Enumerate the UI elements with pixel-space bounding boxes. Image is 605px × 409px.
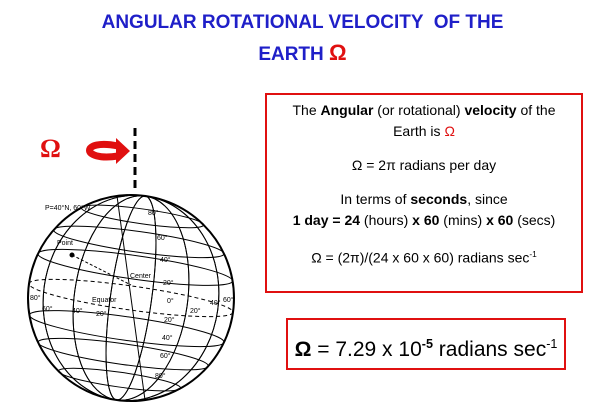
globe-label: 80° bbox=[155, 372, 166, 380]
parallel bbox=[80, 204, 205, 229]
parallel bbox=[37, 248, 234, 286]
text-segment: Earth is bbox=[393, 123, 445, 139]
text-segment: (secs) bbox=[513, 212, 556, 228]
globe-label: 20° bbox=[164, 316, 175, 324]
text-line: Ω = (2π)/(24 x 60 x 60) radians sec-1 bbox=[267, 244, 581, 266]
omega-symbol: Ω bbox=[40, 134, 61, 163]
globe-label: 40° bbox=[210, 299, 221, 307]
text-segment: of the bbox=[516, 102, 556, 118]
text-segment: Ω = 2π radians per day bbox=[351, 157, 497, 173]
globe-label: 80° bbox=[30, 294, 41, 302]
text-segment: Angular bbox=[320, 102, 374, 118]
text-segment: , since bbox=[467, 191, 508, 207]
equator bbox=[28, 278, 234, 318]
text-segment: 1 day = 24 bbox=[292, 212, 361, 228]
globe-label: 20° bbox=[163, 279, 174, 287]
text-segment: -1 bbox=[529, 249, 537, 259]
title-symbol: Ω bbox=[329, 40, 347, 65]
globe-label: 60° bbox=[157, 234, 168, 242]
text-segment: velocity bbox=[464, 102, 517, 118]
text-segment: In terms of bbox=[340, 191, 411, 207]
text-segment: = 7.29 x 10 bbox=[311, 338, 422, 361]
text-segment: -5 bbox=[421, 337, 433, 351]
text-segment: The bbox=[292, 102, 321, 118]
globe-label: 80° bbox=[148, 209, 159, 217]
globe-label: 20° bbox=[96, 310, 107, 318]
text-line: Earth is Ω bbox=[267, 121, 581, 142]
meridian bbox=[116, 195, 146, 401]
meridian bbox=[42, 194, 220, 402]
globe-label: Point bbox=[57, 240, 73, 247]
text-segment: (or rotational) bbox=[373, 102, 465, 118]
text-line: 1 day = 24 (hours) x 60 (mins) x 60 (sec… bbox=[267, 210, 581, 231]
text-segment: Ω bbox=[294, 338, 312, 361]
text-line: In terms of seconds, since bbox=[267, 189, 581, 210]
parallel bbox=[57, 367, 182, 392]
text-line: Ω = 2π radians per day bbox=[267, 155, 581, 176]
result-box: Ω = 7.29 x 10-5 radians sec-1 bbox=[286, 318, 566, 370]
globe-label: 60° bbox=[223, 296, 234, 304]
globe-label: Equator bbox=[92, 297, 117, 304]
parallel bbox=[53, 225, 225, 259]
globe-label: 40° bbox=[72, 307, 83, 315]
text-line: The Angular (or rotational) velocity of … bbox=[267, 100, 581, 121]
title-line: EARTH Ω bbox=[0, 40, 605, 66]
globe-label: 40° bbox=[160, 256, 171, 264]
text-segment: (mins) bbox=[439, 212, 487, 228]
rotation-arrow bbox=[86, 140, 119, 161]
radius-line bbox=[71, 254, 132, 286]
text-segment: Ω = (2π)/(24 x 60 x 60) radians sec bbox=[311, 249, 530, 266]
parallel bbox=[37, 337, 209, 371]
globe-label: P=40°N, 60°W bbox=[45, 204, 91, 212]
globe-label: 60° bbox=[42, 305, 53, 313]
globe-figure: Ω P=40°N, 60°WPointCenterEquator80°60°40… bbox=[27, 128, 235, 402]
title-line: ANGULAR ROTATIONAL VELOCITY OF THE bbox=[101, 12, 504, 33]
text-segment: x 60 bbox=[486, 212, 514, 228]
point-marker bbox=[69, 252, 75, 258]
text-segment: -1 bbox=[546, 337, 558, 351]
text-segment: x 60 bbox=[412, 212, 440, 228]
text-segment: Ω bbox=[444, 123, 455, 139]
text-segment: radians sec bbox=[432, 338, 547, 361]
parallel bbox=[28, 310, 225, 348]
globe-label: 40° bbox=[162, 334, 173, 342]
title-text: EARTH bbox=[258, 44, 324, 65]
arrow-head bbox=[116, 138, 130, 164]
globe-label: Center bbox=[130, 273, 152, 280]
globe-label: 20° bbox=[190, 307, 201, 315]
text-segment: seconds bbox=[410, 191, 468, 207]
text-segment: (hours) bbox=[360, 212, 413, 228]
globe-label: 0° bbox=[167, 297, 174, 305]
definition-box: The Angular (or rotational) velocity of … bbox=[265, 93, 583, 293]
globe-label: 60° bbox=[160, 352, 171, 360]
globe bbox=[27, 194, 235, 402]
